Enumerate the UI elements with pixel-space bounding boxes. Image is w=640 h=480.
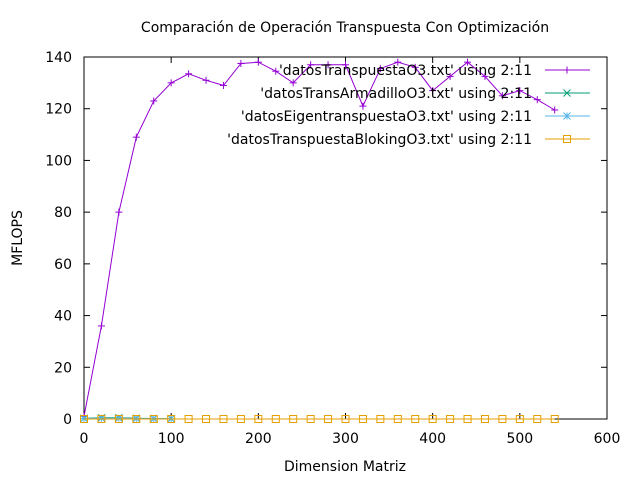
data-point <box>446 415 455 423</box>
data-point <box>202 76 210 84</box>
data-point <box>515 415 524 423</box>
legend: 'datosTranspuestaO3.txt' using 2:11 'dato… <box>227 63 590 148</box>
y-tick-label: 80 <box>54 205 72 221</box>
data-point <box>411 415 420 423</box>
data-point <box>306 415 315 423</box>
x-tick-label: 100 <box>158 431 185 447</box>
data-point <box>498 92 506 100</box>
data-point <box>149 415 158 423</box>
data-point <box>167 415 176 423</box>
data-point <box>463 415 472 423</box>
data-point <box>324 61 332 69</box>
data-point <box>289 415 298 423</box>
y-tick-label: 140 <box>45 50 72 66</box>
legend-swatch-marker <box>563 66 571 74</box>
data-point <box>393 415 402 423</box>
data-point <box>341 415 350 423</box>
data-point <box>236 415 245 423</box>
y-tick-label: 20 <box>54 360 72 376</box>
data-point <box>115 208 123 216</box>
data-point <box>411 63 419 71</box>
y-tick-label: 60 <box>54 257 72 273</box>
x-tick-label: 600 <box>594 431 621 447</box>
series-1 <box>80 58 559 420</box>
data-point <box>324 415 333 423</box>
x-tick-label: 200 <box>245 431 272 447</box>
legend-swatch-marker <box>563 112 571 120</box>
series-1-line <box>83 61 555 417</box>
y-tick-label: 0 <box>63 412 72 428</box>
x-tick-label: 500 <box>506 431 533 447</box>
x-tick-label: 300 <box>332 431 359 447</box>
axis-ticks: 0 100 200 300 400 500 600 0 20 40 60 80 100 120 140 <box>45 50 620 447</box>
data-point <box>219 81 227 89</box>
data-point <box>358 415 367 423</box>
data-point <box>307 61 315 69</box>
y-axis-label: MFLOPS <box>10 210 26 266</box>
data-point <box>429 87 437 95</box>
x-axis-label: Dimension Matriz <box>284 459 406 475</box>
data-point <box>202 415 211 423</box>
x-tick-label: 400 <box>419 431 446 447</box>
data-point <box>289 79 297 87</box>
data-point <box>464 58 472 66</box>
data-point <box>550 415 559 423</box>
legend-label: 'datosTranspuestaBlokingO3.txt' using 2:… <box>227 132 532 148</box>
series-3 <box>80 414 176 423</box>
data-point <box>150 97 158 105</box>
data-point <box>498 415 507 423</box>
data-point <box>114 415 123 423</box>
data-point <box>237 59 245 67</box>
legend-label: 'datosTranspuestaO3.txt' using 2:11 <box>279 63 532 79</box>
data-point <box>272 67 280 75</box>
data-point <box>271 415 280 423</box>
data-point <box>533 96 541 104</box>
legend-swatch-marker <box>563 135 571 143</box>
chart-title: Comparación de Operación Transpuesta Con… <box>141 20 549 36</box>
data-point <box>428 415 437 423</box>
data-point <box>219 415 228 423</box>
data-point <box>359 102 367 110</box>
legend-swatch-marker <box>563 89 571 97</box>
data-point <box>97 415 106 423</box>
data-point <box>480 415 489 423</box>
data-point <box>80 414 88 423</box>
y-tick-label: 100 <box>45 153 72 169</box>
data-point <box>97 322 105 330</box>
data-point <box>132 415 141 423</box>
data-point <box>394 58 402 66</box>
data-point <box>167 79 175 87</box>
data-point <box>132 133 140 141</box>
series-4 <box>80 415 559 423</box>
x-tick-label: 0 <box>80 431 89 447</box>
data-point <box>376 415 385 423</box>
data-point <box>376 65 384 73</box>
data-point <box>551 106 559 114</box>
data-point <box>132 414 141 423</box>
series-layer <box>80 58 559 423</box>
data-point <box>254 58 262 66</box>
data-point <box>481 72 489 80</box>
data-point <box>254 415 263 423</box>
data-point <box>533 415 542 423</box>
y-tick-label: 40 <box>54 309 72 325</box>
data-point <box>184 415 193 423</box>
data-point <box>185 70 193 78</box>
y-tick-label: 120 <box>45 102 72 118</box>
data-point <box>446 72 454 80</box>
legend-label: 'datosTransArmadilloO3.txt' using 2:11 <box>260 86 532 102</box>
data-point <box>342 61 349 69</box>
data-point <box>80 415 88 423</box>
legend-label: 'datosEigentranspuestaO3.txt' using 2:11 <box>241 109 532 125</box>
data-point <box>516 87 524 95</box>
